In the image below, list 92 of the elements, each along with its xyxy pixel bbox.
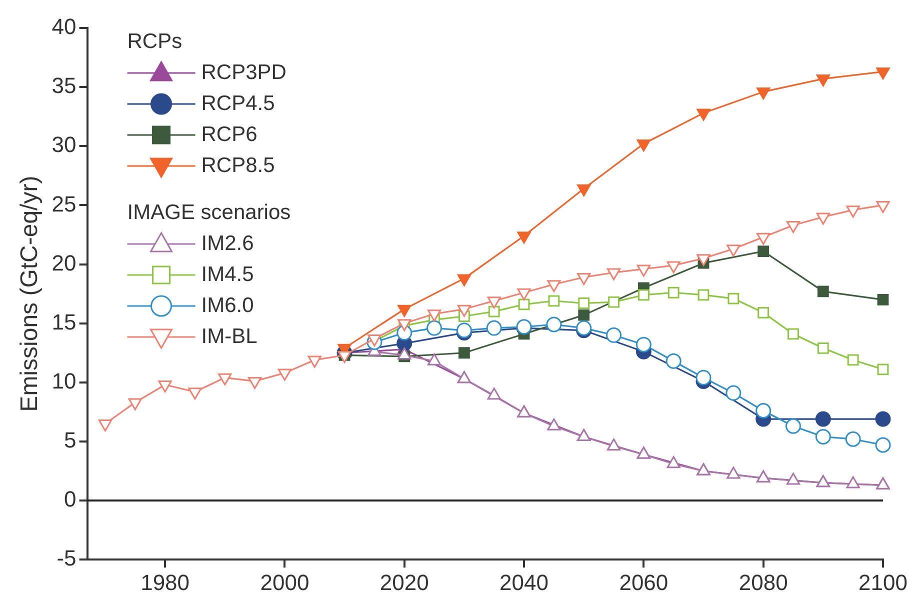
point — [636, 264, 650, 277]
y-tick-label: 20 — [52, 250, 76, 276]
point — [606, 327, 622, 343]
point — [636, 140, 650, 152]
y-tick-label: 15 — [52, 309, 76, 334]
point — [547, 280, 561, 292]
x-tick-label: 2080 — [738, 570, 788, 595]
point — [668, 286, 680, 298]
y-tick-label: 25 — [52, 191, 76, 216]
point — [786, 221, 800, 234]
point — [696, 370, 712, 386]
y-tick-label: -5 — [56, 546, 76, 571]
point — [815, 411, 831, 427]
point — [786, 472, 800, 485]
legend-label: RCP6 — [201, 122, 258, 146]
x-tick-label: 2060 — [619, 570, 668, 595]
y-tick-label: 35 — [52, 73, 76, 98]
point — [578, 309, 590, 321]
point — [845, 431, 861, 447]
point — [876, 67, 890, 80]
point — [636, 336, 652, 352]
point — [638, 289, 650, 301]
x-tick-label: 2100 — [858, 570, 908, 595]
point — [786, 418, 802, 434]
point — [666, 353, 682, 369]
point — [547, 418, 561, 430]
point — [758, 307, 770, 318]
point — [608, 296, 620, 308]
point — [666, 261, 680, 274]
point — [756, 88, 770, 100]
y-tick-label: 10 — [52, 368, 76, 394]
point — [846, 206, 860, 218]
x-tick-label: 2020 — [380, 570, 429, 595]
point — [426, 320, 442, 336]
point — [398, 304, 412, 317]
point — [816, 74, 830, 87]
point — [577, 273, 591, 286]
point — [816, 212, 830, 225]
point — [517, 232, 531, 244]
point — [726, 466, 740, 479]
point — [846, 476, 860, 488]
point — [728, 292, 740, 304]
point — [817, 342, 829, 354]
point — [876, 200, 890, 213]
point — [458, 347, 470, 359]
point — [815, 428, 831, 444]
point — [487, 388, 501, 400]
legend-label: IM2.6 — [201, 232, 254, 255]
y-tick-label: 40 — [52, 14, 76, 40]
point — [698, 289, 710, 301]
y-tick-label: 5 — [64, 428, 76, 453]
point — [606, 268, 621, 280]
point — [606, 438, 621, 450]
point — [696, 254, 710, 266]
legend-label: IM-BL — [201, 324, 258, 348]
point — [875, 411, 891, 427]
point — [518, 298, 530, 310]
legend-label: RCP8.5 — [201, 154, 275, 177]
point — [666, 456, 680, 468]
y-tick-label: 30 — [52, 132, 76, 158]
point — [696, 108, 710, 121]
point — [578, 298, 590, 309]
point — [457, 304, 472, 317]
legend-label: IM4.5 — [201, 262, 254, 286]
point — [577, 184, 591, 196]
x-tick-label: 1980 — [140, 570, 190, 595]
point — [877, 294, 889, 306]
point — [847, 354, 859, 366]
point — [486, 320, 502, 336]
point — [758, 246, 770, 257]
point — [756, 403, 772, 418]
legend-label: RCP4.5 — [201, 92, 275, 115]
point — [548, 295, 560, 307]
point — [546, 316, 562, 332]
point — [487, 296, 501, 309]
point — [817, 286, 829, 298]
point — [457, 274, 472, 286]
legend-label: IM6.0 — [201, 294, 254, 317]
x-tick-label: 2040 — [500, 570, 548, 595]
y-axis-title: Emissions (GtC-eq/yr) — [16, 176, 44, 412]
point — [726, 244, 740, 257]
point — [877, 364, 889, 376]
text: RCPs — [127, 30, 182, 53]
y-tick-label: 0 — [64, 486, 76, 512]
point — [726, 385, 742, 401]
text: IMAGE scenarios — [127, 200, 291, 224]
x-tick-label: 2000 — [260, 570, 310, 595]
point — [788, 328, 799, 340]
point — [756, 232, 770, 245]
legend-label: RCP3PD — [201, 60, 286, 84]
point — [517, 288, 531, 300]
point — [488, 306, 500, 318]
